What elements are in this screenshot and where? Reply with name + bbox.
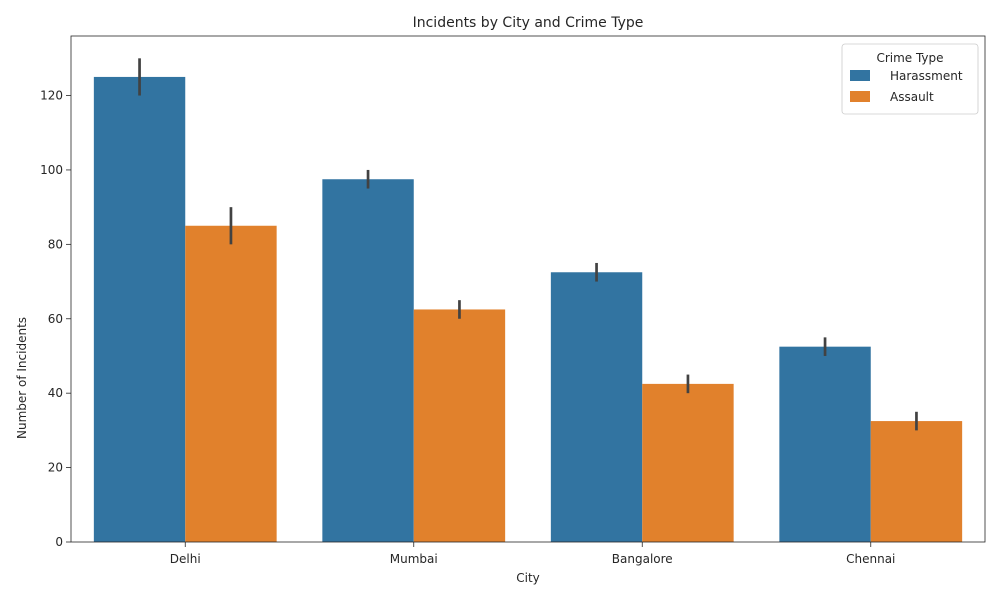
bar-chennai-harassment [779, 346, 871, 542]
x-tick-label-mumbai: Mumbai [390, 552, 438, 566]
legend-box [841, 43, 979, 115]
bars-group [93, 76, 963, 543]
x-axis: Delhi Mumbai Bangalore Chennai [170, 542, 895, 566]
legend-swatch-harassment [850, 70, 870, 81]
legend-swatch-assault [850, 91, 870, 102]
bar-mumbai-assault [413, 309, 506, 542]
y-tick-label: 80 [48, 237, 63, 251]
bar-mumbai-harassment [322, 179, 414, 543]
x-tick-label-delhi: Delhi [170, 552, 201, 566]
x-tick-label-chennai: Chennai [846, 552, 895, 566]
y-tick-label: 100 [40, 163, 63, 177]
legend-title: Crime Type [876, 51, 943, 65]
bar-chennai-assault [870, 421, 963, 542]
legend: Crime Type Harassment Assault [841, 43, 979, 115]
y-tick-label: 60 [48, 312, 63, 326]
y-tick-label: 20 [48, 461, 63, 475]
y-axis: 0 20 40 60 80 100 120 [40, 89, 71, 549]
legend-label-harassment: Harassment [890, 69, 963, 83]
legend-label-assault: Assault [890, 90, 934, 104]
y-axis-label: Number of Incidents [15, 317, 29, 439]
bar-bangalore-harassment [550, 272, 643, 542]
chart-title: Incidents by City and Crime Type [413, 15, 644, 31]
x-tick-label-bangalore: Bangalore [612, 552, 673, 566]
y-tick-label: 40 [48, 386, 63, 400]
x-axis-label: City [516, 571, 540, 585]
plot-frame [70, 35, 986, 543]
bar-delhi-assault [185, 225, 277, 542]
bar-bangalore-assault [642, 383, 734, 543]
error-bars-group [138, 58, 918, 431]
bar-delhi-harassment [93, 76, 186, 543]
y-tick-label: 120 [40, 89, 63, 103]
y-tick-label: 0 [55, 535, 63, 549]
